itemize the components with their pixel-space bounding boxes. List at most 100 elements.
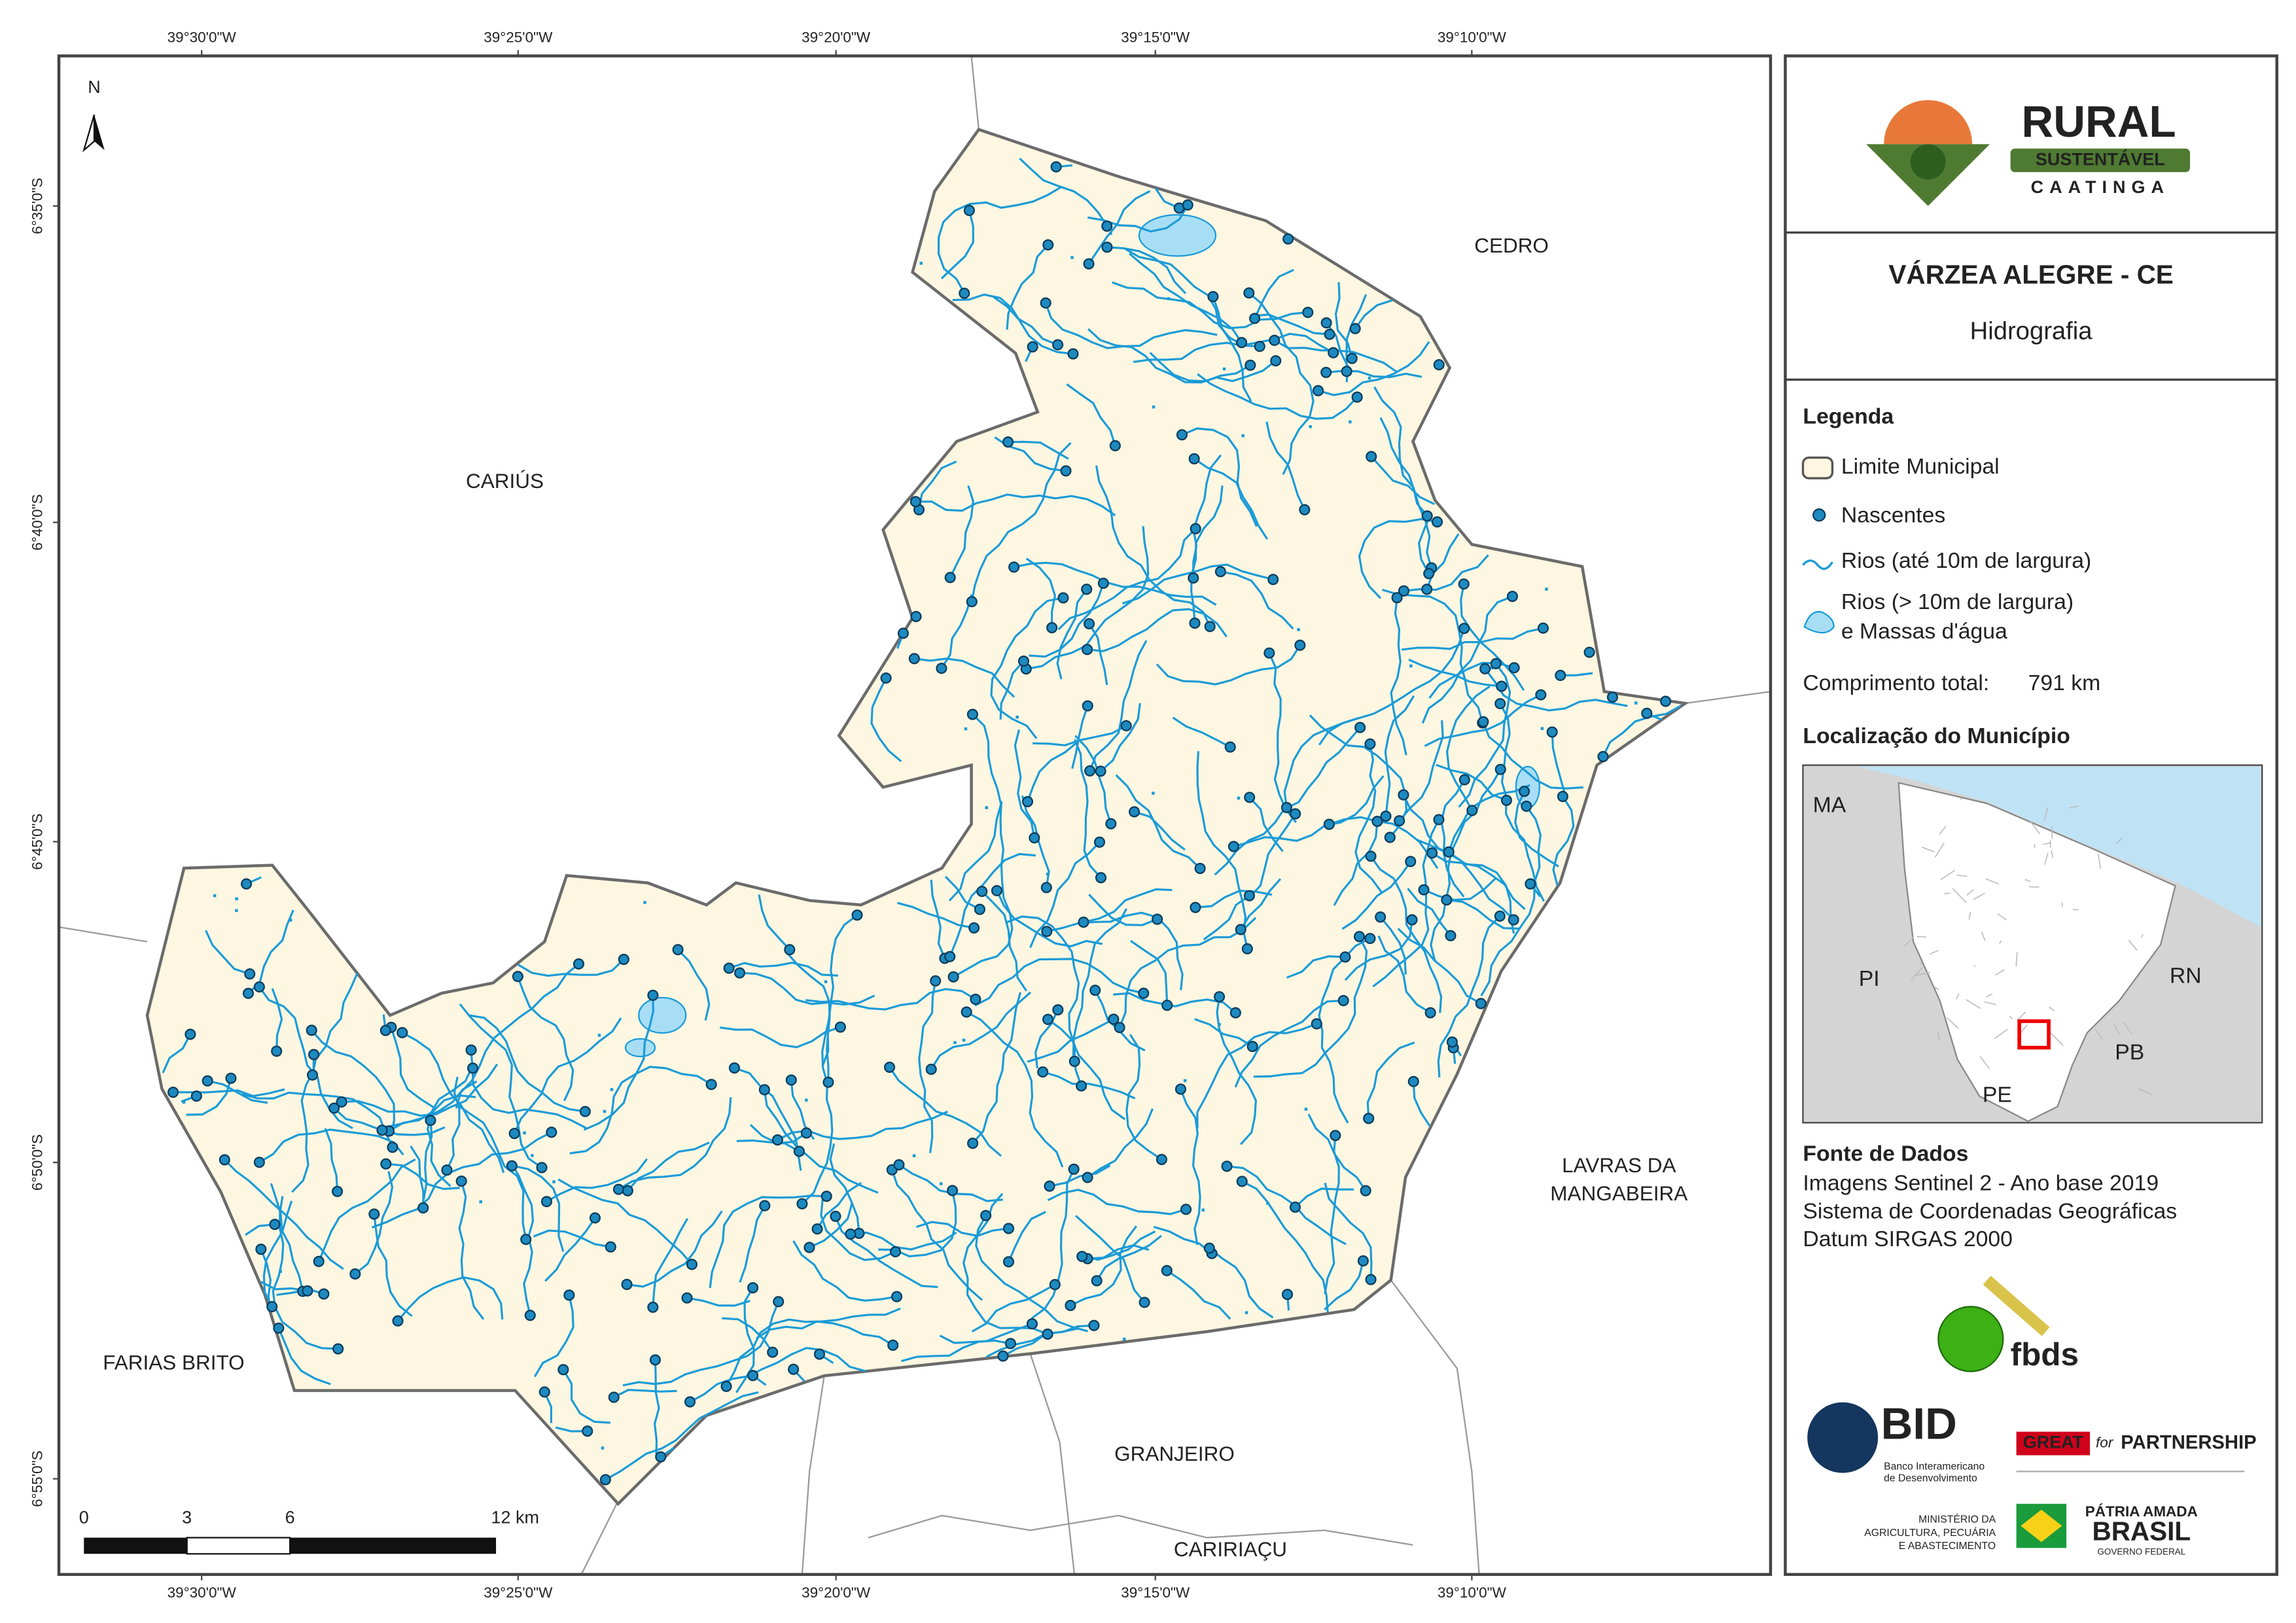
longitude-label: 39°10'0"W: [1438, 29, 1507, 45]
spring: [1101, 220, 1113, 232]
spring: [392, 1315, 404, 1327]
spring: [1508, 914, 1519, 926]
spring: [1243, 287, 1255, 299]
neighbor-boundary: [59, 926, 148, 943]
river: [1006, 915, 1080, 1062]
spring: [1641, 707, 1653, 720]
inset-muni: [1968, 911, 1971, 920]
river: [1027, 1018, 1114, 1063]
spring: [771, 1134, 783, 1146]
river: [1128, 253, 1243, 343]
legend-symbol: [1812, 508, 1826, 522]
spring: [1323, 818, 1335, 830]
spring: [1466, 805, 1478, 816]
river: [1115, 774, 1201, 869]
spring: [1188, 453, 1200, 464]
river: [373, 1213, 413, 1318]
inset-muni: [1916, 971, 1930, 976]
legend-label: Limite Municipal: [1841, 454, 2000, 479]
river: [971, 1283, 1056, 1333]
river: [1334, 282, 1353, 359]
river: [1033, 724, 1127, 746]
spring: [273, 1322, 285, 1334]
inset-muni: [1956, 874, 1968, 877]
river: [388, 1094, 476, 1132]
inset-muni: [2113, 1024, 2121, 1036]
spring: [1426, 847, 1438, 859]
river: [816, 1181, 862, 1230]
spring: [1364, 933, 1376, 945]
river: [915, 493, 1116, 517]
spring: [540, 1196, 552, 1208]
river: [1179, 1089, 1201, 1246]
river: [1402, 794, 1515, 934]
river: [1118, 916, 1257, 1028]
river: [914, 657, 1016, 698]
inset-muni: [2048, 1006, 2055, 1011]
place-name: LAVRAS DA: [1562, 1153, 1676, 1177]
spring: [759, 1200, 771, 1212]
river: [605, 1391, 759, 1481]
river: [1006, 244, 1049, 330]
spring: [655, 1451, 667, 1463]
river: [677, 949, 711, 1021]
spring: [1203, 1242, 1215, 1254]
location-heading: Localização do Município: [1803, 724, 2070, 748]
spring: [1227, 841, 1239, 852]
river: [975, 1215, 1088, 1333]
spring: [1289, 1201, 1301, 1213]
river: [1354, 743, 1383, 893]
spring: [947, 1185, 959, 1196]
legend-label: Nascentes: [1841, 502, 1945, 527]
spring: [1406, 914, 1418, 926]
spring: [1421, 584, 1433, 595]
bid: BID: [1881, 1400, 1957, 1449]
spring: [1224, 741, 1236, 753]
spring: [649, 1354, 661, 1366]
small-water: [1266, 1202, 1269, 1205]
spring: [1441, 894, 1453, 906]
inset-muni: [1960, 797, 1962, 800]
bid-name: Banco Interamericano: [1884, 1461, 1985, 1473]
small-water: [1309, 425, 1312, 428]
spring: [1052, 339, 1064, 351]
spring: [1189, 618, 1201, 629]
legend-symbol: [1801, 456, 1834, 480]
scale-bar: [84, 1537, 187, 1554]
spring: [1384, 831, 1396, 843]
spring: [747, 1370, 759, 1382]
spring: [1050, 161, 1062, 173]
small-water: [235, 909, 238, 913]
river: [517, 958, 625, 977]
river: [901, 1339, 1011, 1363]
spring: [1508, 662, 1520, 674]
inset-muni: [2118, 1047, 2132, 1053]
river: [1423, 877, 1496, 901]
spring: [1214, 991, 1226, 1003]
spring: [605, 1241, 616, 1253]
river: [1366, 1041, 1415, 1119]
spring: [1458, 623, 1470, 635]
neighbor-boundary: [868, 1514, 1413, 1546]
spring: [1366, 451, 1377, 462]
spring: [1458, 774, 1470, 786]
small-water: [479, 1200, 482, 1204]
spring: [417, 1202, 429, 1214]
river: [917, 461, 957, 510]
spring: [1320, 317, 1332, 329]
river: [1286, 955, 1345, 979]
spring: [219, 1154, 230, 1166]
place-name: MANGABEIRA: [1550, 1181, 1687, 1205]
river: [891, 1169, 983, 1301]
river: [1194, 1018, 1254, 1048]
spring: [1214, 566, 1226, 578]
spring: [1042, 1013, 1054, 1025]
spring: [1044, 1180, 1055, 1192]
neighbor-boundary: [801, 1375, 825, 1575]
spring: [168, 1087, 179, 1098]
river: [1283, 716, 1360, 808]
river: [1133, 332, 1334, 363]
river: [458, 1181, 485, 1320]
great-for: for: [2096, 1435, 2114, 1451]
spring: [647, 1301, 659, 1313]
